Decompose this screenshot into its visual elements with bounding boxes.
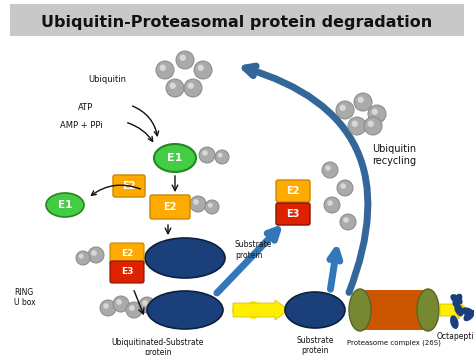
Ellipse shape <box>450 294 463 305</box>
Text: Ubiquitin-Proteasomal protein degradation: Ubiquitin-Proteasomal protein degradatio… <box>41 15 433 29</box>
Circle shape <box>357 97 364 103</box>
Circle shape <box>325 165 331 171</box>
Text: Substrate
protein: Substrate protein <box>296 336 334 355</box>
Ellipse shape <box>464 310 474 321</box>
FancyArrowPatch shape <box>217 230 278 293</box>
FancyArrowPatch shape <box>128 123 153 141</box>
Ellipse shape <box>461 307 474 316</box>
FancyArrowPatch shape <box>330 250 340 289</box>
Circle shape <box>126 302 142 318</box>
Ellipse shape <box>450 315 459 329</box>
Circle shape <box>352 121 358 127</box>
Circle shape <box>339 105 346 111</box>
Text: E2: E2 <box>286 186 300 196</box>
FancyBboxPatch shape <box>358 290 430 330</box>
Circle shape <box>188 83 194 89</box>
Text: E3: E3 <box>121 268 133 277</box>
Text: Ubiquitin: Ubiquitin <box>88 76 126 84</box>
Text: Ubiquitinated-Substrate
protein: Ubiquitinated-Substrate protein <box>112 338 204 355</box>
Text: AMP + PPi: AMP + PPi <box>60 120 103 130</box>
Circle shape <box>324 197 340 213</box>
Circle shape <box>184 79 202 97</box>
Ellipse shape <box>154 144 196 172</box>
Circle shape <box>193 199 199 205</box>
Circle shape <box>198 65 204 71</box>
Circle shape <box>208 203 213 208</box>
Circle shape <box>176 51 194 69</box>
Circle shape <box>142 300 148 306</box>
Circle shape <box>103 303 109 309</box>
Circle shape <box>116 299 122 305</box>
Circle shape <box>202 150 208 156</box>
Text: E2: E2 <box>121 250 133 258</box>
Circle shape <box>79 254 84 259</box>
Circle shape <box>194 61 212 79</box>
Circle shape <box>368 121 374 127</box>
Ellipse shape <box>46 193 84 217</box>
Circle shape <box>180 55 186 61</box>
FancyBboxPatch shape <box>150 195 190 219</box>
Circle shape <box>218 153 223 158</box>
Circle shape <box>348 117 366 135</box>
Ellipse shape <box>453 294 462 306</box>
Ellipse shape <box>147 291 223 329</box>
Text: Substrate
protein: Substrate protein <box>235 240 273 260</box>
Text: ATP: ATP <box>78 104 93 113</box>
Text: Ubiquitin
recycling: Ubiquitin recycling <box>372 144 416 166</box>
Circle shape <box>205 200 219 214</box>
Circle shape <box>160 65 166 71</box>
Circle shape <box>340 214 356 230</box>
Ellipse shape <box>349 289 371 331</box>
Text: E2: E2 <box>122 181 136 191</box>
Text: Proteasome complex (26S): Proteasome complex (26S) <box>347 340 441 346</box>
Circle shape <box>91 250 97 256</box>
Text: E2: E2 <box>164 202 177 212</box>
Ellipse shape <box>145 238 225 278</box>
Circle shape <box>368 105 386 123</box>
FancyBboxPatch shape <box>276 203 310 225</box>
FancyBboxPatch shape <box>276 180 310 202</box>
Circle shape <box>129 305 135 311</box>
FancyArrow shape <box>233 300 289 320</box>
Ellipse shape <box>417 289 439 331</box>
FancyBboxPatch shape <box>113 175 145 197</box>
Circle shape <box>100 300 116 316</box>
Circle shape <box>190 196 206 212</box>
Circle shape <box>327 200 333 206</box>
Circle shape <box>364 117 382 135</box>
Text: E1: E1 <box>167 153 182 163</box>
Circle shape <box>156 61 174 79</box>
Circle shape <box>88 247 104 263</box>
FancyBboxPatch shape <box>110 243 144 265</box>
Text: RING
U box: RING U box <box>14 288 36 307</box>
FancyArrowPatch shape <box>245 66 368 293</box>
Circle shape <box>139 297 155 313</box>
Circle shape <box>372 109 378 115</box>
Ellipse shape <box>285 292 345 328</box>
Circle shape <box>166 79 184 97</box>
FancyArrowPatch shape <box>91 185 140 195</box>
FancyArrowPatch shape <box>236 305 263 315</box>
FancyArrowPatch shape <box>133 106 159 136</box>
FancyBboxPatch shape <box>10 4 464 36</box>
Circle shape <box>113 296 129 312</box>
FancyBboxPatch shape <box>110 261 144 283</box>
Circle shape <box>340 183 346 189</box>
Circle shape <box>354 93 372 111</box>
Circle shape <box>337 180 353 196</box>
Circle shape <box>336 101 354 119</box>
Circle shape <box>199 147 215 163</box>
Text: E1: E1 <box>58 200 72 210</box>
Circle shape <box>76 251 90 265</box>
Text: Octapeptides: Octapeptides <box>437 332 474 341</box>
Text: E3: E3 <box>286 209 300 219</box>
Circle shape <box>343 217 349 223</box>
Circle shape <box>215 150 229 164</box>
Circle shape <box>322 162 338 178</box>
FancyArrow shape <box>440 301 468 319</box>
Circle shape <box>170 83 176 89</box>
Ellipse shape <box>454 303 464 316</box>
